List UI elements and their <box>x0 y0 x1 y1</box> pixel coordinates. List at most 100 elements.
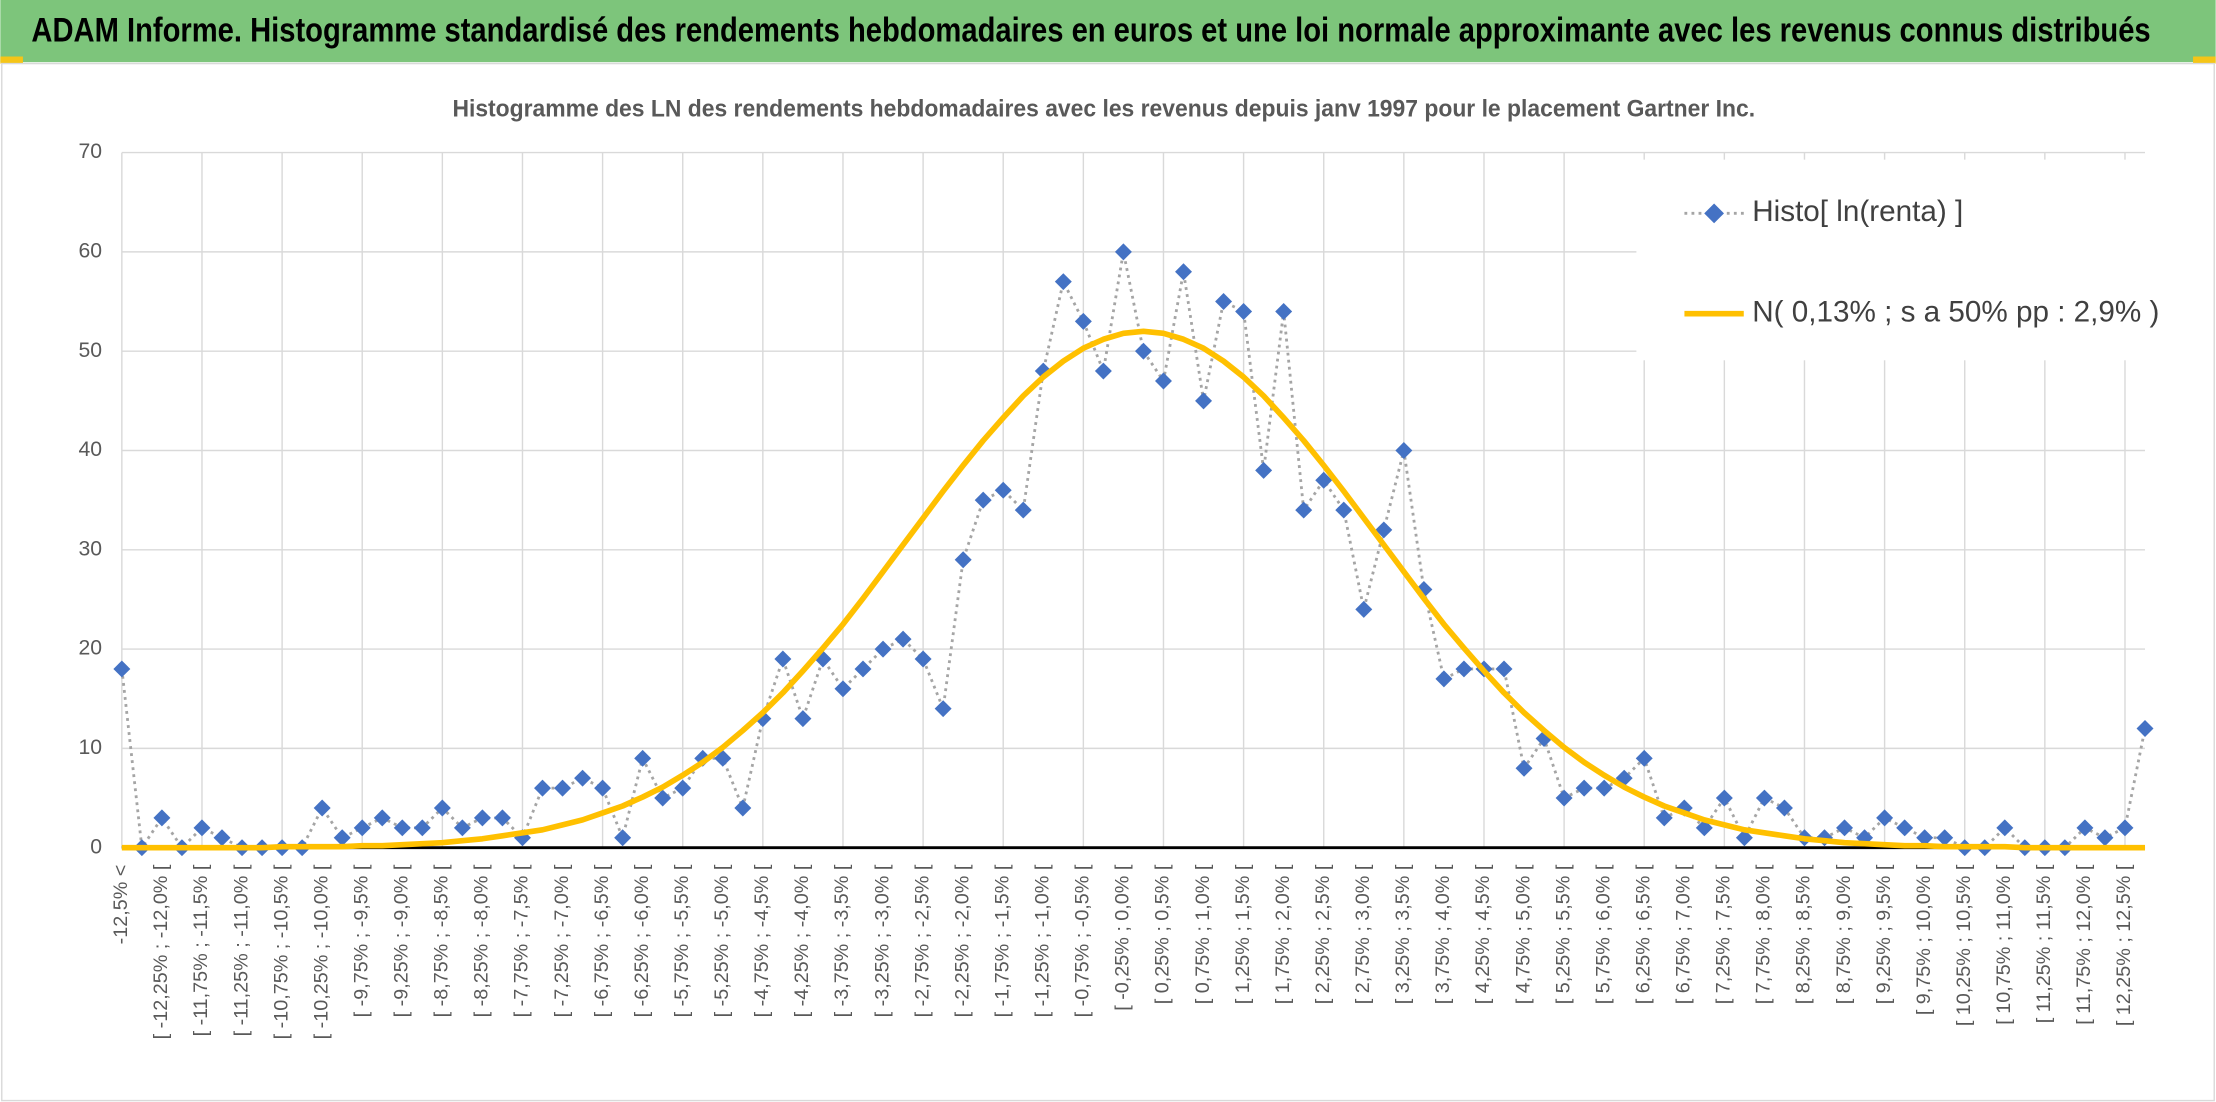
x-tick-label: [ 7,75% ; 8,0% [ <box>1753 864 1775 1004</box>
normal-curve <box>121 328 2146 851</box>
point <box>1876 809 1894 827</box>
point <box>1836 819 1854 837</box>
x-tick-label: -12,5% < <box>110 865 132 945</box>
point <box>193 819 211 837</box>
x-tick-label: [ -6,75% ; -6,5% [ <box>591 864 613 1017</box>
point <box>1175 263 1192 281</box>
x-tick-label: [ -2,75% ; -2,5% [ <box>911 864 933 1017</box>
point <box>393 819 411 837</box>
x-tick-label: [ -5,75% ; -5,5% [ <box>671 864 693 1017</box>
x-tick-label: [ -4,75% ; -4,5% [ <box>751 864 773 1017</box>
x-tick-label: [ 6,25% ; 6,5% [ <box>1632 864 1654 1004</box>
point <box>413 819 431 837</box>
point <box>1555 789 1573 807</box>
x-tick-label: [ 3,25% ; 3,5% [ <box>1392 864 1414 1004</box>
x-tick-label: [ -8,75% ; -8,5% [ <box>431 864 453 1017</box>
point <box>634 749 652 767</box>
x-tick-label: [ -1,75% ; -1,5% [ <box>991 864 1013 1017</box>
point <box>1896 819 1914 837</box>
x-tick-label: [ 2,75% ; 3,0% [ <box>1352 864 1374 1004</box>
x-tick-label: [ 5,75% ; 6,0% [ <box>1592 864 1614 1004</box>
x-tick-label: [ 11,75% ; 12,0% [ <box>2073 864 2095 1025</box>
point <box>2096 829 2114 847</box>
x-tick-label: [ -6,25% ; -6,0% [ <box>631 864 653 1017</box>
point <box>714 749 732 767</box>
point <box>774 650 792 668</box>
point <box>2136 720 2154 738</box>
point <box>914 650 932 668</box>
x-tick-label: [ 1,25% ; 1,5% [ <box>1232 864 1254 1004</box>
corner-mark <box>2193 56 2216 64</box>
point <box>1014 501 1032 519</box>
point <box>1295 501 1313 519</box>
point <box>1315 471 1333 489</box>
point <box>1655 809 1673 827</box>
x-tick-label: [ 7,25% ; 7,5% [ <box>1713 864 1735 1004</box>
point <box>614 829 632 847</box>
point <box>1114 243 1132 261</box>
header-title: ADAM Informe. Histogramme standardisé de… <box>31 11 2150 49</box>
corner-mark <box>0 56 23 64</box>
point <box>994 481 1012 499</box>
header-band <box>0 0 2216 63</box>
x-tick-label: [ 8,25% ; 8,5% [ <box>1793 864 1815 1004</box>
x-tick-label: [ -7,75% ; -7,5% [ <box>511 864 533 1017</box>
y-tick-label: 20 <box>78 637 102 660</box>
legend-box <box>1636 159 2148 361</box>
x-tick-label: [ 2,25% ; 2,5% [ <box>1312 864 1334 1004</box>
x-tick-label: [ -1,25% ; -1,0% [ <box>1032 864 1054 1017</box>
x-tick-label: [ 9,75% ; 10,0% [ <box>1913 864 1935 1015</box>
point <box>1355 600 1373 618</box>
x-tick-label: [ -4,25% ; -4,0% [ <box>791 864 813 1017</box>
y-tick-label: 10 <box>78 736 102 759</box>
point <box>1936 829 1954 847</box>
point <box>153 809 171 827</box>
point <box>1635 749 1653 767</box>
point <box>1595 779 1613 797</box>
point <box>1235 302 1253 320</box>
x-tick-label: [ 9,25% ; 9,5% [ <box>1873 864 1895 1004</box>
x-tick-label: [ -10,25% ; -10,0% [ <box>310 864 332 1039</box>
x-tick-label: [ 4,75% ; 5,0% [ <box>1512 864 1534 1004</box>
y-tick-label: 70 <box>78 140 102 163</box>
y-tick-label: 30 <box>78 537 102 560</box>
x-tick-label: [ 10,25% ; 10,5% [ <box>1953 864 1975 1026</box>
x-tick-label: [ -11,25% ; -11,0% [ <box>230 864 252 1036</box>
x-tick-label: [ 11,25% ; 11,5% [ <box>2033 864 2055 1023</box>
x-tick-label: [ -12,25% ; -12,0% [ <box>150 864 172 1039</box>
x-tick-label: [ -9,25% ; -9,0% [ <box>391 864 413 1017</box>
point <box>453 819 471 837</box>
x-tick-label: [ -10,75% ; -10,5% [ <box>270 864 292 1039</box>
point <box>373 809 391 827</box>
point <box>1094 362 1112 380</box>
point <box>934 700 952 718</box>
point <box>1155 372 1172 390</box>
point <box>834 680 852 698</box>
point <box>1495 660 1513 678</box>
point <box>1515 759 1533 777</box>
x-tick-label: [ 8,75% ; 9,0% [ <box>1833 864 1855 1004</box>
point <box>433 799 451 817</box>
point <box>854 660 872 678</box>
x-tick-label: [ 4,25% ; 4,5% [ <box>1472 864 1494 1004</box>
point <box>473 809 491 827</box>
point <box>113 660 131 678</box>
point <box>1916 829 1934 847</box>
point <box>594 779 612 797</box>
point <box>954 551 972 569</box>
point <box>534 779 551 797</box>
legend-label: N( 0,13% ; s a 50% pp : 2,9% ) <box>1752 295 2159 328</box>
x-tick-label: [ 10,75% ; 11,0% [ <box>1993 864 2015 1025</box>
x-tick-label: [ -3,25% ; -3,0% [ <box>871 864 893 1017</box>
point <box>794 710 812 728</box>
y-tick-label: 50 <box>78 339 102 362</box>
point <box>2076 819 2094 837</box>
point <box>734 799 752 817</box>
y-tick-label: 40 <box>78 438 102 461</box>
point <box>674 779 692 797</box>
x-tick-label: [ 3,75% ; 4,0% [ <box>1432 864 1454 1004</box>
point <box>1335 501 1353 519</box>
x-tick-label: [ -9,75% ; -9,5% [ <box>350 864 372 1017</box>
legend: Histo[ ln(renta) ] N( 0,13% ; s a 50% pp … <box>1636 159 2159 361</box>
